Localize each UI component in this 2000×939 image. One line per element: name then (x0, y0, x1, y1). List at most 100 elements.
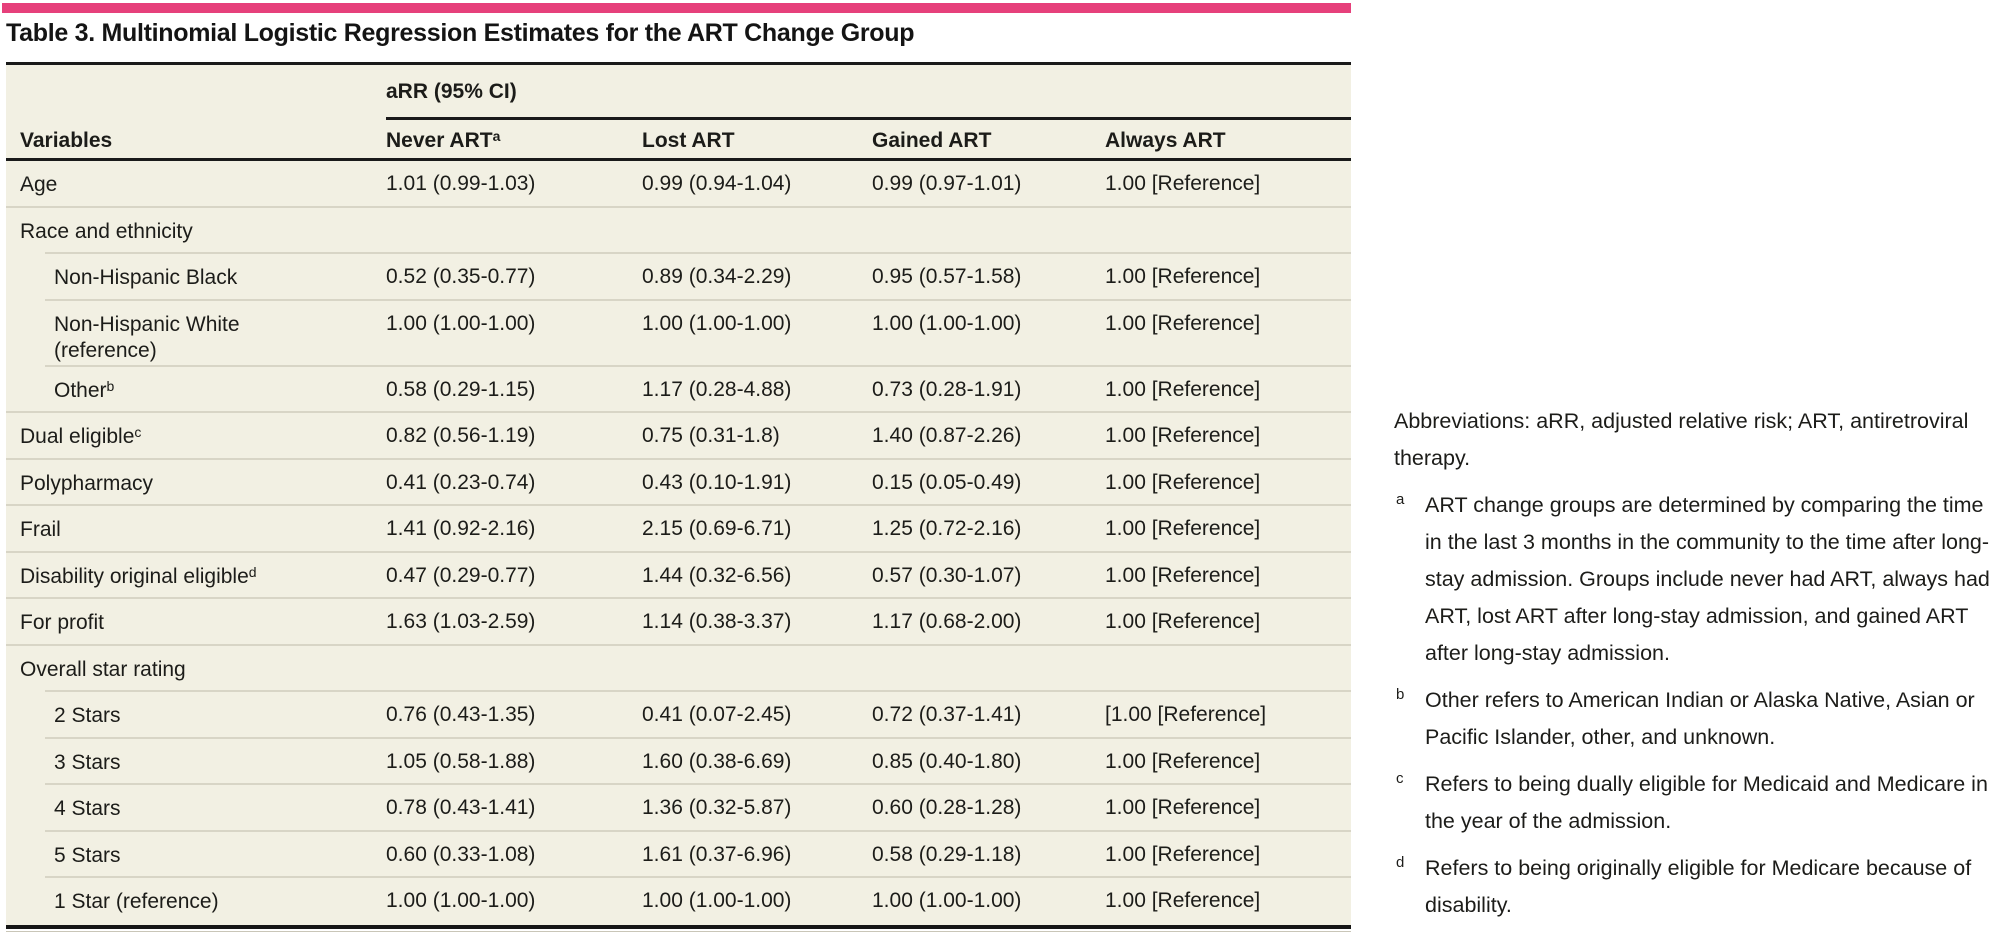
row-label-text: Age (20, 173, 58, 196)
cell-value: 1.00 [Reference] (1105, 563, 1261, 587)
column-header-label: Always ART (1105, 129, 1226, 152)
row-separator (6, 205, 1351, 208)
row-label: 4 Stars (54, 796, 121, 822)
row-label-text: Frail (20, 518, 61, 541)
column-header: Never ARTa (386, 129, 500, 153)
cell-value: 1.00 [Reference] (1105, 424, 1261, 447)
cell-value: 1.00 (1.00-1.00) (642, 311, 792, 335)
row-label: Otherb (54, 378, 114, 404)
row-separator (45, 736, 1351, 739)
row-label: 1 Star (reference) (54, 889, 219, 915)
row-label-text: 4 Stars (54, 797, 121, 820)
table-header: aRR (95% CI) Variables Never ARTa Lost A… (6, 65, 1351, 161)
row-label-text: Dual eligible (20, 425, 135, 448)
cell-value: 1.00 [Reference] (1105, 517, 1261, 540)
row-label: Dual eligiblec (20, 424, 141, 450)
row-label-text: Polypharmacy (20, 471, 154, 495)
cell-value: 0.73 (0.28-1.91) (872, 377, 1022, 401)
cell-value: 0.57 (0.30-1.07) (872, 563, 1022, 587)
row-label-text: For profit (20, 611, 105, 634)
row-label-text: Non-Hispanic Black (54, 266, 238, 289)
row-label-text: 3 Stars (54, 750, 121, 774)
cell-value: [1.00 [Reference] (1105, 703, 1267, 726)
span-header-underline (386, 117, 1351, 120)
row-label-text: 2 Stars (54, 704, 121, 727)
cell-value: 1.00 [Reference] (1105, 610, 1261, 633)
row-separator (6, 457, 1351, 460)
row-label-text: Other (54, 378, 107, 402)
row-separator (6, 411, 1351, 413)
row-label-text: Non-Hispanic White (reference) (54, 312, 240, 362)
cell-value: 1.00 [Reference] (1105, 749, 1261, 773)
row-label-text: Overall star rating (20, 657, 186, 681)
cell-value: 0.95 (0.57-1.58) (872, 265, 1022, 288)
row-label: Frail (20, 517, 61, 543)
cell-value: 1.05 (0.58-1.88) (386, 749, 536, 773)
table-row: Age 1.01 (0.99-1.03) 0.99 (0.94-1.04) 0.99… (6, 161, 1351, 208)
footnote: b Other refers to American Indian or Alas… (1394, 682, 2000, 756)
cell-value: 1.00 [Reference] (1105, 265, 1261, 288)
cell-value: 1.00 (1.00-1.00) (386, 311, 536, 335)
cell-value: 1.41 (0.92-2.16) (386, 517, 536, 540)
row-label: Polypharmacy (20, 471, 153, 497)
row-label: 3 Stars (54, 750, 121, 776)
cell-value: 1.40 (0.87-2.26) (872, 424, 1022, 447)
row-label: Race and ethnicity (20, 219, 193, 245)
cell-value: 0.89 (0.34-2.29) (642, 265, 792, 288)
cell-value: 0.75 (0.31-1.8) (642, 424, 780, 447)
row-label: Non-Hispanic White (reference) (54, 312, 240, 364)
cell-value: 1.00 [Reference] (1105, 796, 1261, 819)
column-header-label: Variables (20, 129, 113, 152)
table-row: Non-Hispanic White (reference) 1.00 (1.0… (6, 301, 1351, 367)
table-bottom-shadow (6, 928, 1351, 932)
row-separator (6, 550, 1351, 553)
table-row: Otherb 0.58 (0.29-1.15) 1.17 (0.28-4.88) 0… (6, 367, 1351, 413)
table-row: For profit 1.63 (1.03-2.59) 1.14 (0.38-3.… (6, 599, 1351, 646)
table-row: 1 Star (reference) 1.00 (1.00-1.00) 1.00 … (6, 878, 1351, 925)
abbreviations-text: Abbreviations: aRR, adjusted relative ri… (1394, 409, 1969, 470)
footnote-marker: b (1396, 686, 1405, 703)
row-label-text: Disability original eligible (20, 564, 249, 588)
footnotes-list: a ART change groups are determined by com… (1394, 487, 2000, 924)
accent-bar (2, 3, 1351, 13)
footnote: c Refers to being dually eligible for Med… (1394, 766, 2000, 840)
table-body: Age 1.01 (0.99-1.03) 0.99 (0.94-1.04) 0.99… (6, 161, 1351, 925)
column-header: Variables (20, 129, 112, 153)
footnote-marker: c (134, 424, 142, 440)
table-bottom-rule (6, 924, 1351, 929)
cell-value: 1.00 (1.00-1.00) (872, 311, 1022, 335)
table-row: 2 Stars 0.76 (0.43-1.35) 0.41 (0.07-2.45)… (6, 692, 1351, 739)
cell-value: 1.36 (0.32-5.87) (642, 796, 792, 819)
column-header-label: Never ART (386, 129, 493, 152)
row-label: Disability original eligibled (20, 564, 257, 590)
cell-value: 1.61 (0.37-6.96) (642, 842, 792, 866)
footnote-marker: d (1396, 854, 1405, 871)
cell-value: 0.43 (0.10-1.91) (642, 470, 792, 494)
table-row: Non-Hispanic Black 0.52 (0.35-0.77) 0.89 … (6, 254, 1351, 301)
row-separator (45, 829, 1351, 832)
row-separator (45, 876, 1351, 878)
cell-value: 0.58 (0.29-1.18) (872, 842, 1022, 866)
footnote-text: Refers to being dually eligible for Medi… (1425, 772, 1988, 833)
table-row: Polypharmacy 0.41 (0.23-0.74) 0.43 (0.10-… (6, 460, 1351, 506)
row-label: 2 Stars (54, 703, 121, 729)
cell-value: 1.00 (1.00-1.00) (872, 889, 1022, 912)
footnote-text: Other refers to American Indian or Alask… (1425, 688, 1975, 749)
cell-value: 1.00 [Reference] (1105, 842, 1261, 866)
row-label: Non-Hispanic Black (54, 265, 237, 291)
row-label: 5 Stars (54, 843, 121, 869)
row-separator (45, 364, 1351, 367)
cell-value: 1.17 (0.68-2.00) (872, 610, 1022, 633)
cell-value: 1.01 (0.99-1.03) (386, 172, 536, 195)
footnote-marker: c (1396, 770, 1404, 787)
footnotes-panel: Abbreviations: aRR, adjusted relative ri… (1394, 403, 2000, 934)
column-header-label: Lost ART (642, 129, 735, 152)
cell-value: 0.78 (0.43-1.41) (386, 796, 536, 819)
row-label: Overall star rating (20, 657, 186, 683)
column-header: Gained ART (872, 129, 991, 153)
cell-value: 1.00 [Reference] (1105, 377, 1261, 401)
cell-value: 0.72 (0.37-1.41) (872, 703, 1022, 726)
cell-value: 0.76 (0.43-1.35) (386, 703, 536, 726)
footnote: a ART change groups are determined by com… (1394, 487, 2000, 672)
